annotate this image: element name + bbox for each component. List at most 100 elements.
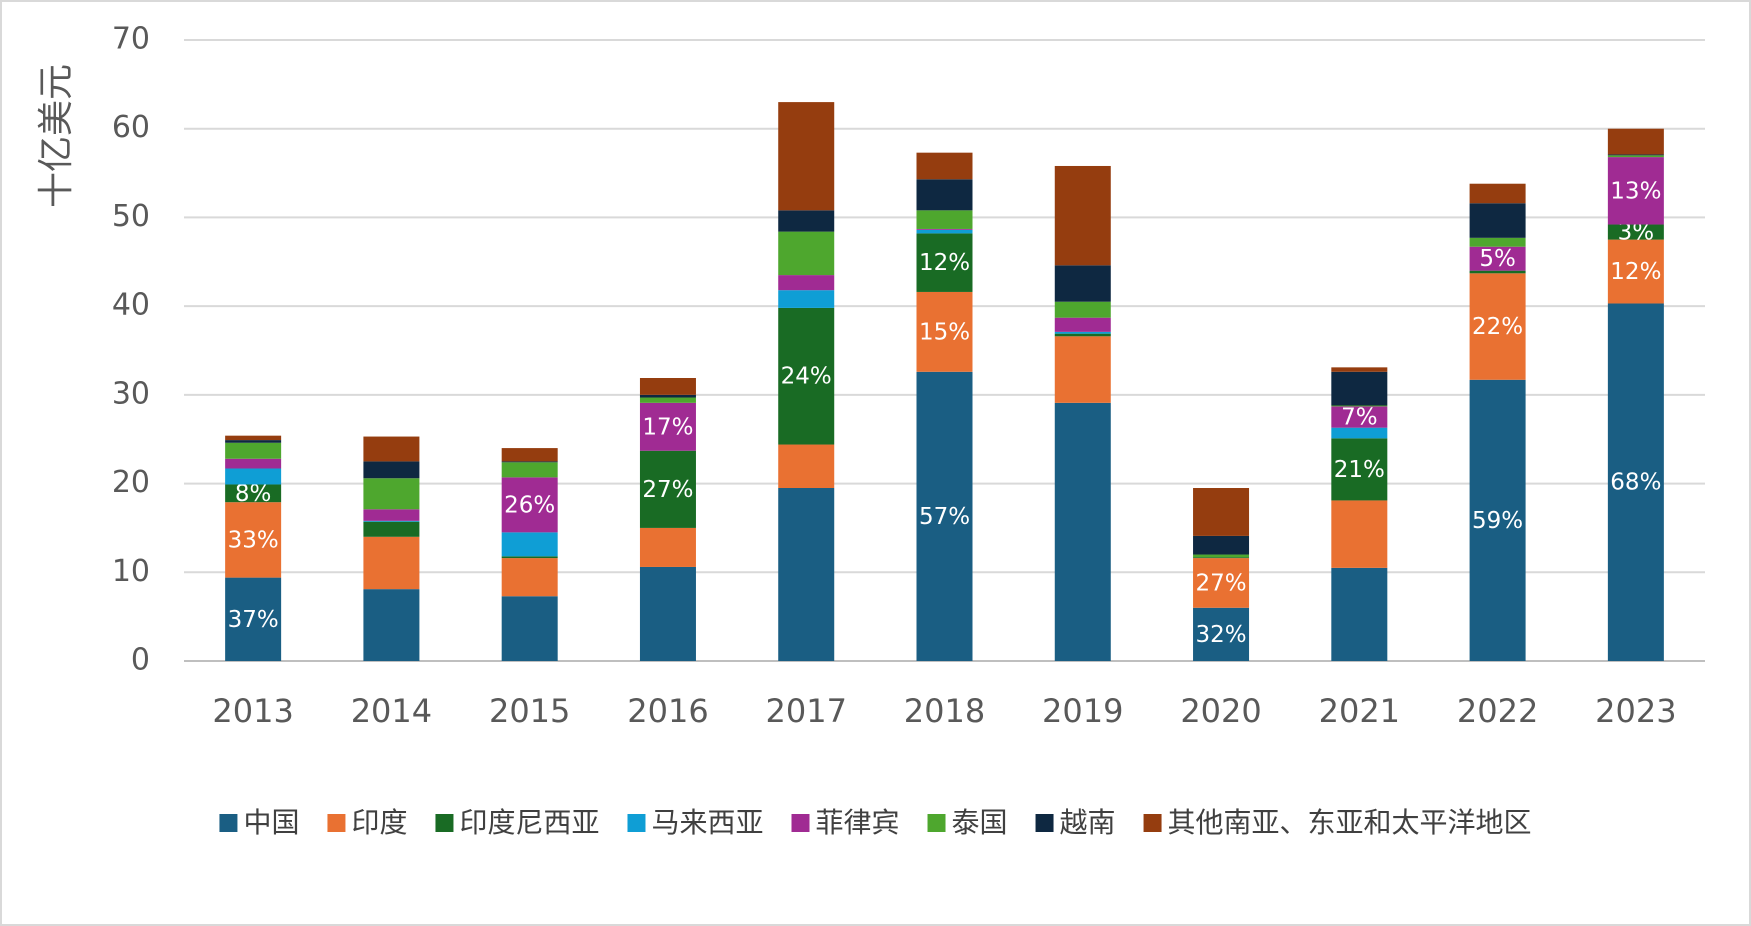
bar-segment [1331, 567, 1388, 661]
bar-segment [501, 532, 558, 557]
bar-segment [1054, 333, 1111, 337]
bar-segment [916, 152, 973, 180]
legend-label: 马来西亚 [651, 806, 763, 839]
bar-segment [1054, 265, 1111, 302]
bar-segment [225, 502, 282, 578]
bar-segment [1469, 270, 1526, 274]
bar-segment [1193, 607, 1250, 661]
legend-label: 越南 [1060, 806, 1116, 839]
bar-segment [778, 488, 835, 661]
bar-segment [501, 558, 558, 597]
bar-segment [1193, 557, 1250, 559]
bar-segment [225, 468, 282, 485]
bar-segment [363, 521, 420, 537]
legend-label: 印度尼西亚 [459, 806, 599, 839]
x-tick-label: 2023 [1595, 692, 1676, 730]
bar-segment [1054, 317, 1111, 332]
x-tick-label: 2013 [212, 692, 293, 730]
data-label: 7% [1341, 405, 1378, 431]
bar-segment [225, 435, 282, 441]
bar-segment [916, 210, 973, 229]
bar-segment [1469, 273, 1526, 380]
legend-swatch [791, 814, 810, 832]
bar-segment [1331, 405, 1388, 407]
bar-segment [639, 566, 696, 661]
bar-segment [1469, 246, 1526, 271]
bar-segment [363, 536, 420, 590]
legend-swatch [1143, 814, 1162, 832]
bar-segment [501, 596, 558, 661]
data-label: 8% [235, 481, 272, 507]
bar-segment [778, 307, 835, 445]
legend-swatch [435, 814, 454, 832]
y-tick-label: 20 [112, 465, 150, 500]
data-label: 27% [1195, 570, 1246, 596]
bar-segment [1331, 438, 1388, 501]
bar-segment [916, 228, 973, 230]
bar-segment [1607, 128, 1664, 155]
bar-segment [501, 461, 558, 463]
data-label: 17% [642, 414, 693, 440]
bar-segment [916, 233, 973, 292]
y-axis-title: 十亿美元 [36, 64, 77, 208]
bar-segment [1607, 157, 1664, 225]
data-label: 22% [1472, 314, 1523, 340]
bar-segment [1331, 500, 1388, 568]
y-tick-label: 10 [112, 554, 150, 589]
bar-segment [363, 589, 420, 661]
data-label: 24% [781, 364, 832, 390]
bar-segment [225, 442, 282, 459]
bar-segment [916, 291, 973, 372]
y-tick-label: 50 [112, 199, 150, 234]
bar-segment [1469, 183, 1526, 204]
bar-segment [1193, 535, 1250, 555]
bar-segment [1607, 303, 1664, 661]
bar-segment [1054, 336, 1111, 403]
bar-segment [1607, 155, 1664, 158]
bar-segment [1193, 558, 1250, 608]
bar-segment [363, 520, 420, 522]
x-tick-label: 2022 [1457, 692, 1538, 730]
bar-segment [1054, 165, 1111, 266]
bar-segment [778, 444, 835, 489]
x-tick-label: 2019 [1042, 692, 1123, 730]
x-tick-label: 2015 [489, 692, 570, 730]
x-tick-label: 2020 [1180, 692, 1261, 730]
bar-segment [1193, 554, 1250, 558]
bar-segment [639, 450, 696, 528]
bar-segment [639, 394, 696, 398]
bar-segment [225, 440, 282, 443]
legend-swatch [927, 814, 946, 832]
bar-segment [1331, 367, 1388, 372]
bar-segment [778, 275, 835, 291]
bar-segment [778, 210, 835, 232]
bar-segment [916, 371, 973, 661]
y-tick-label: 30 [112, 376, 150, 411]
data-label: 15% [919, 319, 970, 345]
bar-segment [778, 290, 835, 308]
bar-segment [363, 461, 420, 479]
data-label: 59% [1472, 508, 1523, 534]
bar-segment [501, 556, 558, 559]
bar-segment [778, 102, 835, 211]
legend-swatch [1035, 814, 1054, 832]
x-tick-label: 2018 [904, 692, 985, 730]
bar-segment [1331, 427, 1388, 439]
data-label: 68% [1610, 470, 1661, 496]
data-label: 33% [228, 527, 279, 553]
legend-label: 中国 [243, 806, 299, 839]
data-label: 26% [504, 492, 555, 518]
bar-segment [1331, 406, 1388, 428]
legend-label: 印度 [351, 806, 407, 839]
data-label: 27% [642, 477, 693, 503]
data-label: 32% [1195, 622, 1246, 648]
bar-segment [1469, 379, 1526, 661]
bar-segment [501, 462, 558, 478]
bar-segment [501, 448, 558, 462]
bar-segment [1607, 224, 1664, 240]
x-tick-label: 2017 [766, 692, 847, 730]
x-tick-label: 2016 [627, 692, 708, 730]
bar-segment [1469, 237, 1526, 247]
x-tick-label: 2021 [1319, 692, 1400, 730]
